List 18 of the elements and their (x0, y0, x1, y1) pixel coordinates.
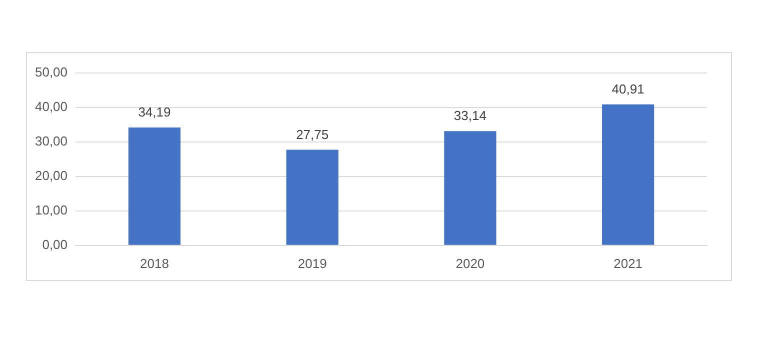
data-label: 40,91 (612, 81, 644, 96)
data-label: 27,75 (296, 126, 329, 142)
x-tick-label: 2018 (140, 256, 169, 271)
y-tick-label: 20,00 (34, 168, 68, 184)
y-tick-label: 30,00 (34, 134, 68, 149)
data-label: 34,19 (138, 104, 171, 120)
y-tick-label: 40,00 (34, 99, 68, 114)
x-tick-label: 2020 (456, 256, 485, 271)
bar (128, 128, 181, 245)
x-tick-label: 2021 (614, 256, 643, 271)
y-tick-label: 0,00 (42, 236, 68, 252)
bar (444, 131, 496, 245)
y-tick-label: 10,00 (34, 202, 68, 218)
x-tick-label: 2019 (298, 256, 327, 271)
data-label: 33,14 (454, 108, 486, 124)
y-tick-label: 50,00 (34, 64, 68, 80)
bar (602, 104, 654, 245)
bar (286, 150, 338, 245)
